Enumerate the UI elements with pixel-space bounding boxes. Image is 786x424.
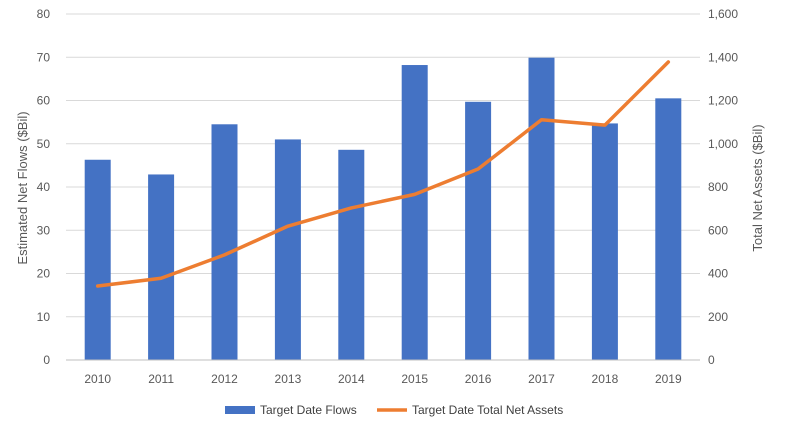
right-tick-label: 600 bbox=[708, 223, 728, 237]
x-tick-label: 2010 bbox=[84, 372, 111, 386]
x-tick-label: 2018 bbox=[592, 372, 619, 386]
right-tick-label: 0 bbox=[708, 353, 715, 367]
bar bbox=[465, 101, 492, 361]
assets-line bbox=[95, 60, 671, 288]
right-tick-label: 200 bbox=[708, 310, 728, 324]
left-tick-label: 0 bbox=[43, 353, 50, 367]
right-axis-title: Total Net Assets ($Bil) bbox=[750, 124, 765, 251]
x-tick-label: 2011 bbox=[148, 372, 174, 386]
bar bbox=[528, 57, 555, 361]
axes: 0102030405060708002004006008001,0001,200… bbox=[37, 7, 739, 386]
right-tick-label: 800 bbox=[708, 180, 728, 194]
right-tick-label: 1,200 bbox=[708, 94, 738, 108]
bar-series bbox=[84, 57, 682, 361]
right-tick-label: 1,400 bbox=[708, 50, 738, 64]
bar bbox=[274, 139, 301, 360]
x-tick-label: 2012 bbox=[211, 372, 238, 386]
legend-label-assets: Target Date Total Net Assets bbox=[412, 403, 563, 417]
left-tick-label: 10 bbox=[37, 310, 51, 324]
x-tick-label: 2019 bbox=[655, 372, 682, 386]
right-tick-label: 400 bbox=[708, 267, 728, 281]
left-tick-label: 60 bbox=[37, 94, 51, 108]
bar bbox=[338, 149, 365, 360]
bar bbox=[401, 65, 428, 360]
legend-label-flows: Target Date Flows bbox=[260, 403, 357, 417]
x-tick-label: 2016 bbox=[465, 372, 492, 386]
line-series bbox=[95, 60, 671, 288]
left-tick-label: 70 bbox=[37, 50, 51, 64]
x-tick-label: 2013 bbox=[275, 372, 302, 386]
bar bbox=[655, 98, 682, 361]
left-tick-label: 80 bbox=[37, 7, 51, 21]
left-tick-label: 30 bbox=[37, 223, 51, 237]
bar bbox=[148, 174, 175, 360]
left-axis-title: Estimated Net Flows ($Bil) bbox=[15, 111, 30, 264]
bar bbox=[591, 123, 618, 360]
x-tick-label: 2014 bbox=[338, 372, 365, 386]
left-tick-label: 50 bbox=[37, 137, 51, 151]
left-tick-label: 40 bbox=[37, 180, 51, 194]
right-tick-label: 1,000 bbox=[708, 137, 738, 151]
bar bbox=[211, 124, 238, 360]
left-tick-label: 20 bbox=[37, 267, 51, 281]
right-tick-label: 1,600 bbox=[708, 7, 738, 21]
x-tick-label: 2015 bbox=[401, 372, 428, 386]
legend-swatch-flows bbox=[225, 406, 255, 414]
bar bbox=[84, 159, 111, 360]
legend: Target Date Flows Target Date Total Net … bbox=[225, 403, 563, 417]
x-tick-label: 2017 bbox=[528, 372, 555, 386]
